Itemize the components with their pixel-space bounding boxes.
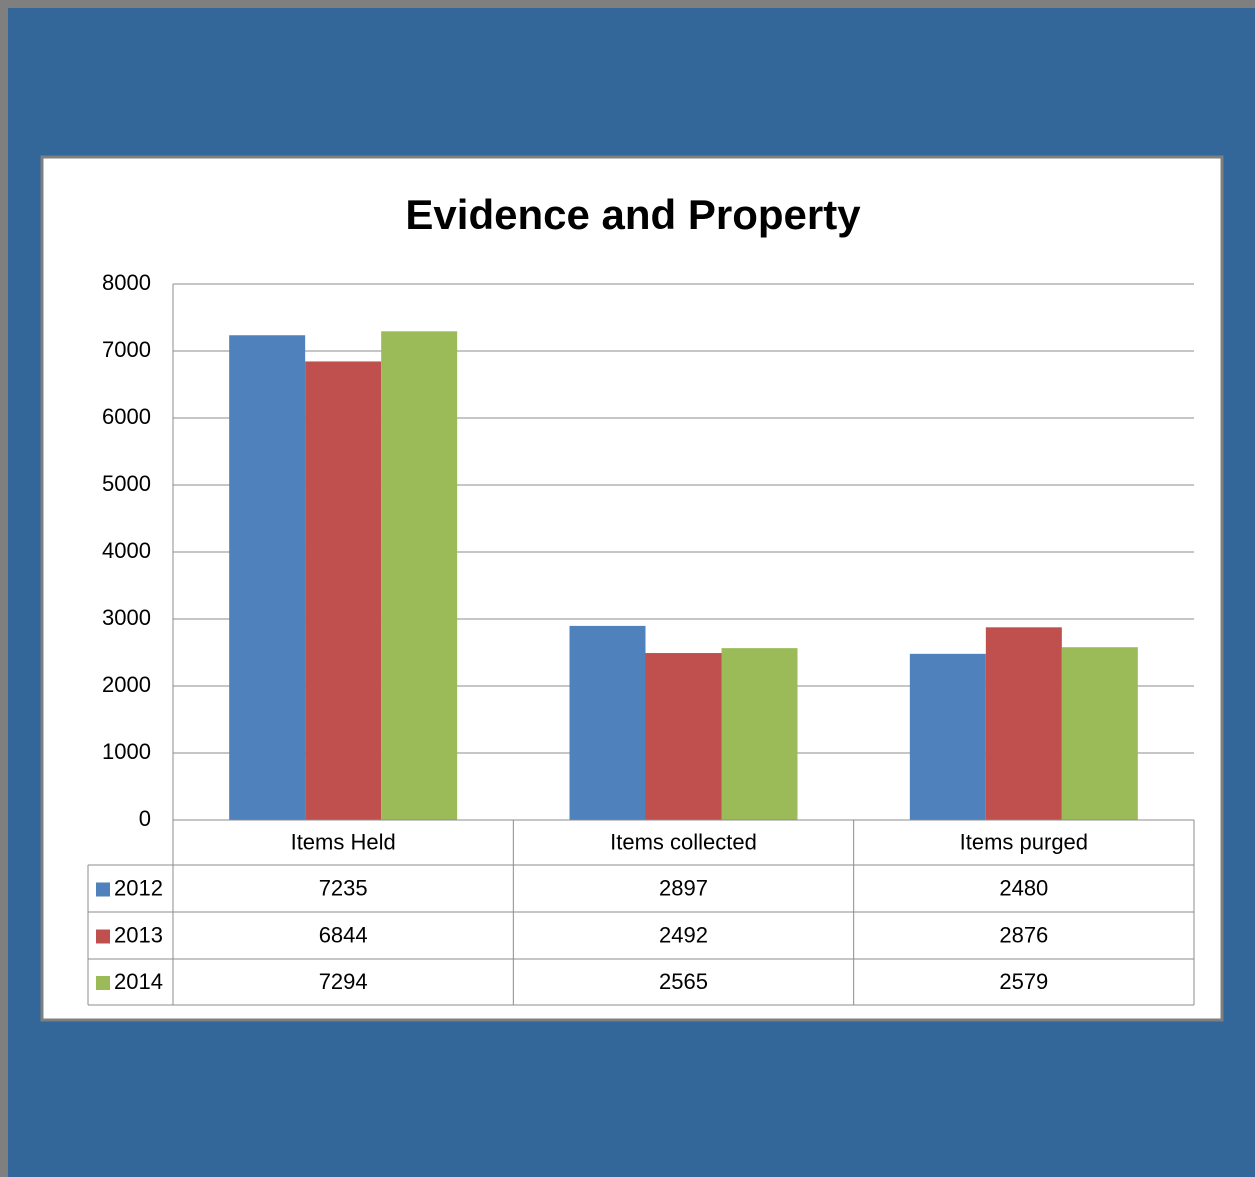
bar: [569, 625, 646, 820]
y-tick-label: 4000: [102, 538, 151, 563]
table-value: 2897: [659, 875, 708, 900]
legend-label: 2012: [114, 875, 163, 900]
table-value: 7294: [319, 969, 368, 994]
legend-swatch: [96, 929, 110, 944]
bar: [909, 653, 986, 820]
table-value: 2480: [999, 875, 1048, 900]
y-tick-label: 7000: [102, 337, 151, 362]
legend-swatch: [96, 882, 110, 897]
y-tick-label: 3000: [102, 605, 151, 630]
x-tick-label: Items collected: [610, 829, 757, 854]
bar: [985, 627, 1062, 820]
chart-title: Evidence and Property: [405, 191, 861, 238]
legend-label: 2013: [114, 922, 163, 947]
table-value: 6844: [319, 922, 368, 947]
y-tick-label: 5000: [102, 471, 151, 496]
bar: [1061, 647, 1138, 820]
y-tick-label: 0: [139, 806, 151, 831]
x-tick-label: Items purged: [960, 829, 1088, 854]
bar: [721, 648, 798, 820]
bar: [229, 335, 306, 820]
table-value: 2492: [659, 922, 708, 947]
table-value: 7235: [319, 875, 368, 900]
y-tick-label: 6000: [102, 404, 151, 429]
bar: [381, 331, 458, 820]
y-tick-label: 2000: [102, 672, 151, 697]
x-tick-label: Items Held: [291, 829, 396, 854]
y-tick-label: 1000: [102, 739, 151, 764]
table-value: 2876: [999, 922, 1048, 947]
legend-swatch: [96, 976, 110, 990]
bar: [305, 361, 382, 820]
bar: [645, 653, 722, 820]
table-value: 2565: [659, 969, 708, 994]
table-value: 2579: [999, 969, 1048, 994]
y-tick-label: 8000: [102, 270, 151, 295]
legend-label: 2014: [114, 969, 163, 994]
